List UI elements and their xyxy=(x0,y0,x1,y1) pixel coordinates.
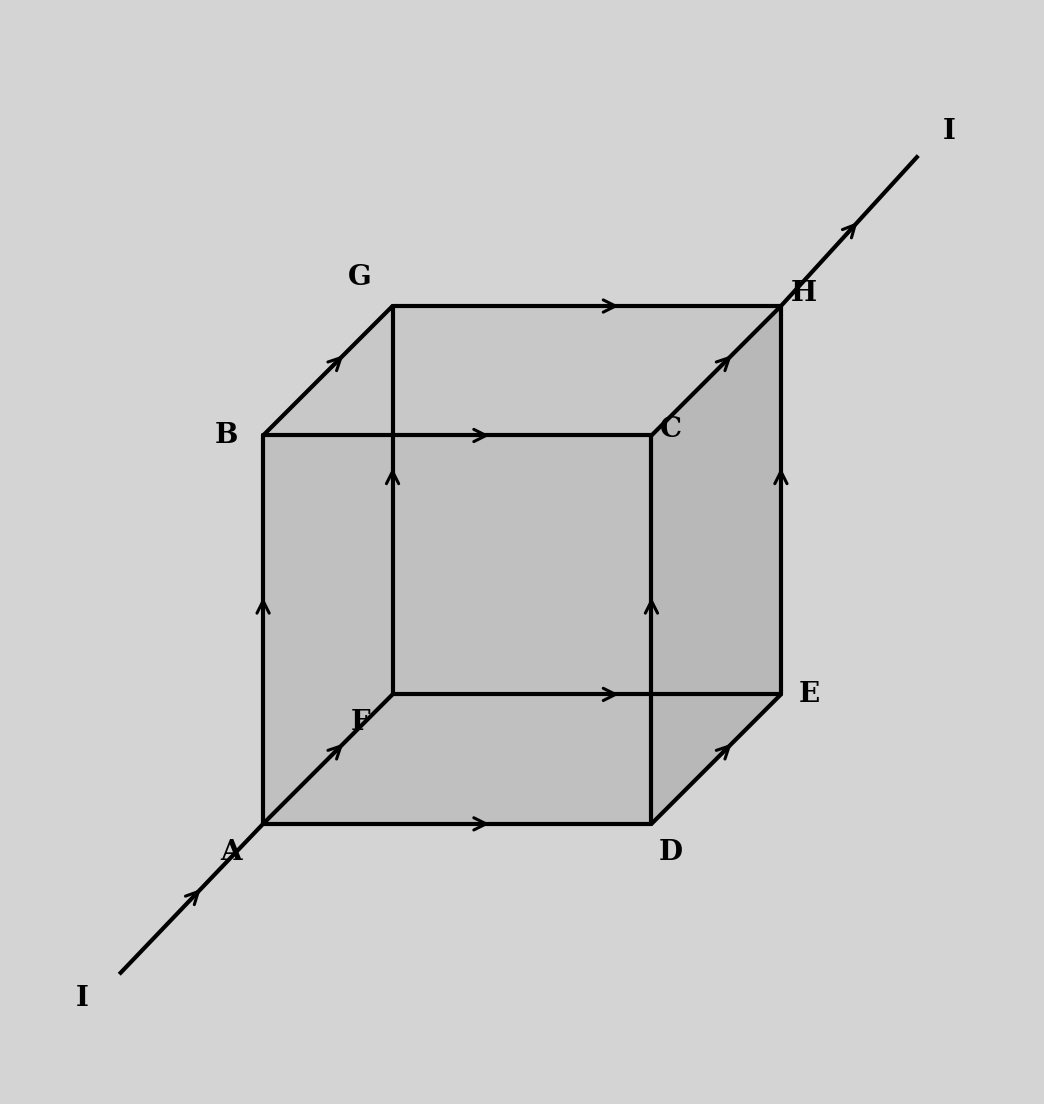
Polygon shape xyxy=(393,306,781,694)
Text: B: B xyxy=(215,422,238,449)
Polygon shape xyxy=(263,306,781,435)
Text: C: C xyxy=(660,415,682,443)
Polygon shape xyxy=(263,435,651,824)
Text: F: F xyxy=(351,710,370,736)
Text: H: H xyxy=(791,279,817,307)
Text: G: G xyxy=(349,264,372,291)
Polygon shape xyxy=(263,694,781,824)
Polygon shape xyxy=(651,306,781,824)
Text: I: I xyxy=(943,118,955,145)
Text: I: I xyxy=(75,985,89,1012)
Text: A: A xyxy=(220,839,241,866)
Text: E: E xyxy=(799,681,820,708)
Polygon shape xyxy=(263,306,393,824)
Text: D: D xyxy=(659,839,683,866)
